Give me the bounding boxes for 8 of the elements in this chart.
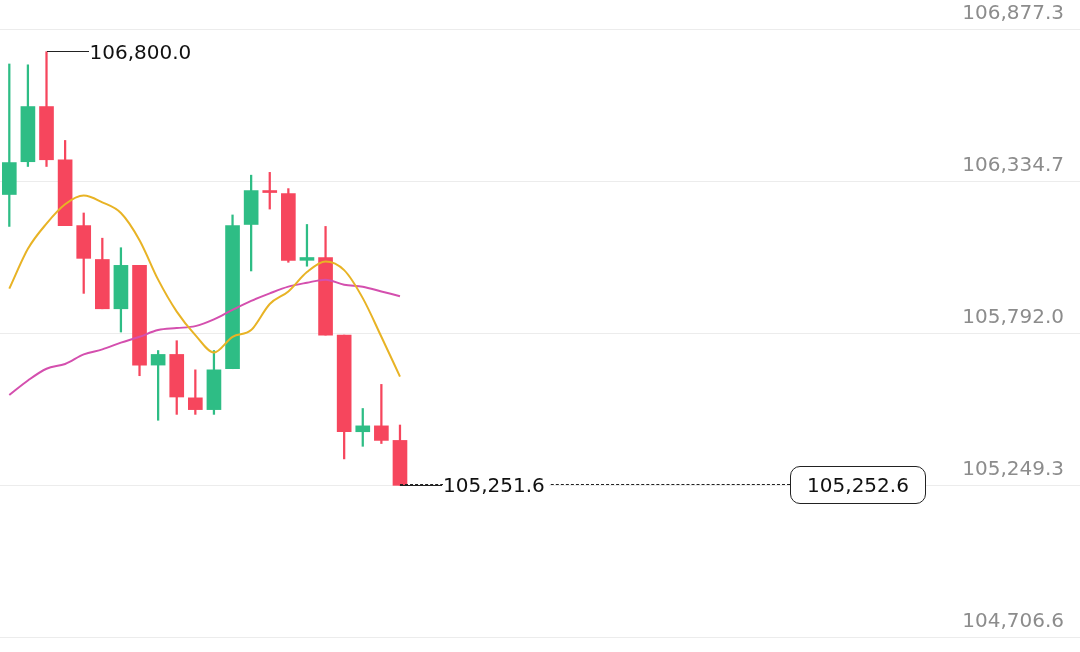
y-tick-label: 104,706.6 bbox=[962, 608, 1064, 632]
y-tick-label: 106,334.7 bbox=[962, 151, 1064, 176]
annotation: 106,800.0 bbox=[89, 39, 196, 64]
y-tick-label: 106,877.3 bbox=[962, 0, 1064, 24]
y-tick-label: 105,249.3 bbox=[962, 455, 1064, 480]
annotation: 105,251.6 bbox=[442, 473, 549, 498]
ref-line-label: 105,252.6 bbox=[790, 466, 926, 505]
y-tick-label: 105,792.0 bbox=[962, 303, 1064, 328]
